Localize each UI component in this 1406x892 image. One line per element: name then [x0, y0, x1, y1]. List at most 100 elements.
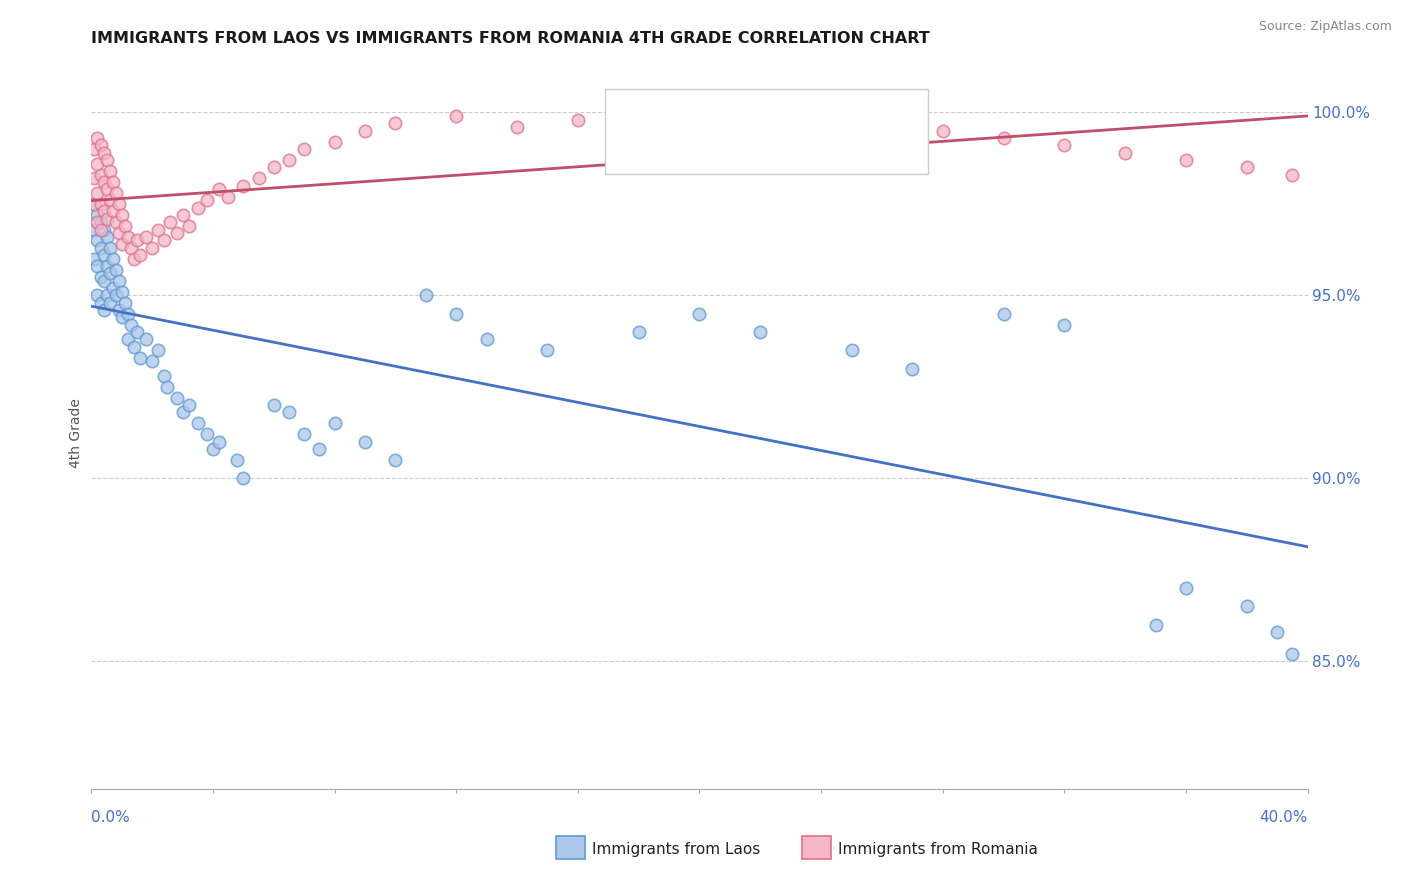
Point — [247, 171, 270, 186]
Point — [83, 197, 105, 211]
Point — [384, 453, 406, 467]
Point — [627, 325, 650, 339]
Point — [98, 267, 121, 281]
Point — [166, 226, 188, 240]
Text: 40.0%: 40.0% — [1260, 810, 1308, 825]
Point — [993, 307, 1015, 321]
Point — [86, 208, 108, 222]
Point — [159, 215, 181, 229]
Text: 0.0%: 0.0% — [91, 810, 131, 825]
Point — [278, 405, 301, 419]
Point — [104, 186, 127, 200]
Point — [111, 208, 134, 222]
FancyBboxPatch shape — [557, 836, 585, 859]
Point — [187, 201, 209, 215]
Point — [292, 427, 315, 442]
Point — [122, 252, 145, 266]
Point — [83, 222, 105, 236]
Point — [1053, 318, 1076, 332]
Point — [567, 112, 589, 127]
FancyBboxPatch shape — [621, 135, 669, 161]
Point — [226, 453, 249, 467]
Point — [96, 182, 118, 196]
FancyBboxPatch shape — [803, 836, 831, 859]
Point — [195, 427, 218, 442]
Point — [810, 120, 832, 134]
Point — [107, 197, 129, 211]
Point — [1236, 161, 1258, 175]
Point — [89, 215, 111, 229]
Point — [111, 285, 134, 299]
Point — [308, 442, 330, 456]
Point — [125, 325, 148, 339]
Point — [86, 131, 108, 145]
Point — [104, 215, 127, 229]
Point — [323, 417, 346, 431]
Point — [841, 343, 863, 358]
Point — [125, 234, 148, 248]
Point — [86, 215, 108, 229]
Point — [166, 391, 188, 405]
Y-axis label: 4th Grade: 4th Grade — [69, 398, 83, 467]
Point — [93, 175, 115, 189]
Point — [187, 417, 209, 431]
Point — [117, 230, 139, 244]
Point — [749, 325, 772, 339]
Point — [323, 135, 346, 149]
Point — [384, 116, 406, 130]
Point — [111, 310, 134, 325]
Point — [870, 116, 893, 130]
Point — [107, 226, 129, 240]
Point — [153, 234, 176, 248]
Point — [536, 343, 558, 358]
Point — [114, 219, 136, 233]
Point — [104, 288, 127, 302]
Point — [354, 124, 377, 138]
Text: R = 0.458   N = 68: R = 0.458 N = 68 — [681, 138, 838, 157]
Point — [83, 252, 105, 266]
Point — [195, 193, 218, 207]
Point — [96, 230, 118, 244]
Point — [86, 259, 108, 273]
Text: IMMIGRANTS FROM LAOS VS IMMIGRANTS FROM ROMANIA 4TH GRADE CORRELATION CHART: IMMIGRANTS FROM LAOS VS IMMIGRANTS FROM … — [91, 31, 931, 46]
Point — [415, 288, 437, 302]
Point — [129, 351, 152, 365]
Point — [101, 204, 124, 219]
Point — [172, 208, 194, 222]
Point — [96, 211, 118, 226]
Point — [89, 241, 111, 255]
Point — [93, 248, 115, 262]
Point — [98, 295, 121, 310]
Point — [177, 219, 200, 233]
Point — [292, 142, 315, 156]
Point — [86, 156, 108, 170]
Text: Source: ZipAtlas.com: Source: ZipAtlas.com — [1258, 20, 1392, 33]
Point — [89, 222, 111, 236]
Point — [208, 182, 231, 196]
Point — [1114, 145, 1136, 160]
Point — [627, 109, 650, 123]
Point — [135, 230, 157, 244]
Point — [444, 109, 467, 123]
Point — [89, 138, 111, 153]
Point — [688, 307, 710, 321]
Point — [1053, 138, 1076, 153]
Point — [217, 189, 239, 203]
Point — [96, 259, 118, 273]
Point — [278, 153, 301, 167]
Point — [148, 222, 170, 236]
Point — [263, 161, 285, 175]
Point — [993, 131, 1015, 145]
Point — [148, 343, 170, 358]
Point — [232, 471, 254, 485]
Point — [83, 142, 105, 156]
Point — [931, 124, 953, 138]
Point — [117, 332, 139, 346]
Point — [1281, 168, 1303, 182]
Point — [1174, 153, 1197, 167]
Point — [1174, 581, 1197, 595]
Point — [208, 434, 231, 449]
Point — [98, 164, 121, 178]
Point — [172, 405, 194, 419]
Point — [96, 288, 118, 302]
